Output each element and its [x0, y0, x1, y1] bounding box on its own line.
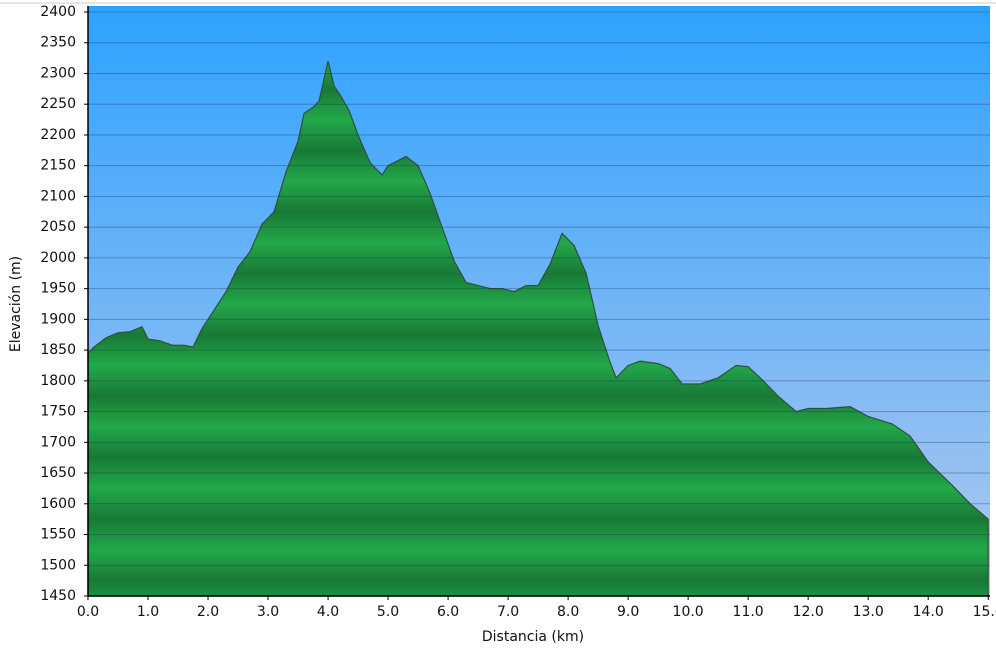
x-tick-label: 12.0 [793, 604, 824, 620]
y-tick-label: 1600 [40, 496, 76, 512]
y-tick-label: 2250 [40, 96, 76, 112]
y-axis-label: Elevación (m) [8, 256, 24, 352]
y-tick-label: 2100 [40, 188, 76, 204]
y-tick-label: 1450 [40, 588, 76, 604]
y-tick-label: 2350 [40, 35, 76, 51]
y-tick-label: 2050 [40, 219, 76, 235]
x-axis-label: Distancia (km) [482, 629, 584, 645]
x-tick-label: 5.0 [377, 604, 399, 620]
x-tick-label: 9.0 [617, 604, 639, 620]
y-tick-label: 2200 [40, 127, 76, 143]
y-tick-label: 1650 [40, 465, 76, 481]
x-tick-label: 2.0 [197, 604, 219, 620]
y-tick-label: 2150 [40, 158, 76, 174]
x-tick-label: 3.0 [257, 604, 279, 620]
y-tick-label: 2000 [40, 250, 76, 266]
y-tick-label: 1800 [40, 373, 76, 389]
y-tick-label: 1750 [40, 404, 76, 420]
y-tick-label: 2300 [40, 65, 76, 81]
x-tick-label: 10.0 [673, 604, 704, 620]
x-tick-label: 11.0 [733, 604, 764, 620]
x-tick-label: 0.0 [77, 604, 99, 620]
x-tick-label: 15.0 [973, 604, 996, 620]
x-tick-label: 1.0 [137, 604, 159, 620]
x-tick-label: 8.0 [557, 604, 579, 620]
y-tick-label: 1950 [40, 281, 76, 297]
x-tick-label: 13.0 [853, 604, 884, 620]
x-tick-label: 4.0 [317, 604, 339, 620]
elevation-area [87, 61, 989, 597]
y-tick-label: 2400 [40, 4, 76, 20]
x-tick-label: 14.0 [913, 604, 944, 620]
y-tick-label: 1500 [40, 557, 76, 573]
y-tick-label: 1700 [40, 434, 76, 450]
y-tick-label: 1850 [40, 342, 76, 358]
y-tick-label: 1900 [40, 311, 76, 327]
y-tick-label: 1550 [40, 527, 76, 543]
x-tick-label: 6.0 [437, 604, 459, 620]
x-tick-label: 7.0 [497, 604, 519, 620]
